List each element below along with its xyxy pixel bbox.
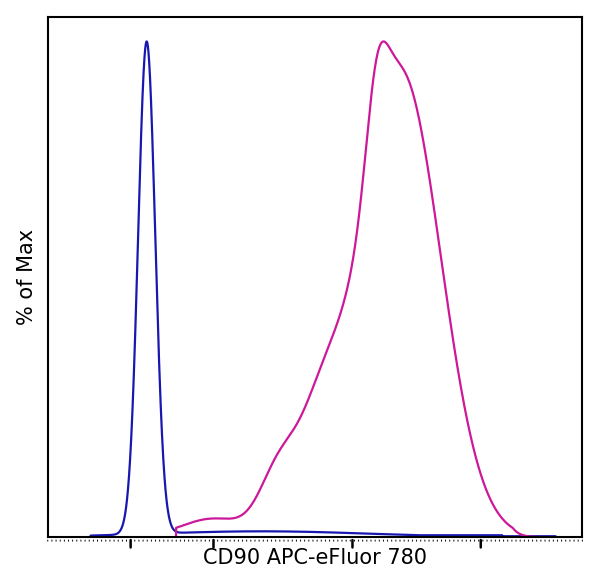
X-axis label: CD90 APC-eFluor 780: CD90 APC-eFluor 780 (203, 548, 427, 569)
Y-axis label: % of Max: % of Max (17, 229, 37, 325)
